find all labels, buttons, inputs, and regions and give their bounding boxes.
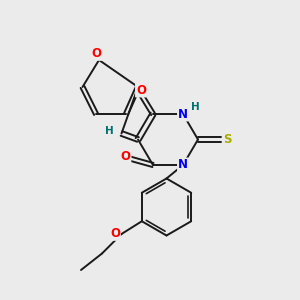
Text: N: N [178,107,188,121]
Text: O: O [120,149,130,163]
Text: N: N [178,158,188,172]
Text: O: O [136,83,146,97]
Text: O: O [92,47,102,60]
Text: H: H [105,125,114,136]
Text: H: H [191,102,200,112]
Text: O: O [110,227,120,240]
Text: S: S [223,133,232,146]
